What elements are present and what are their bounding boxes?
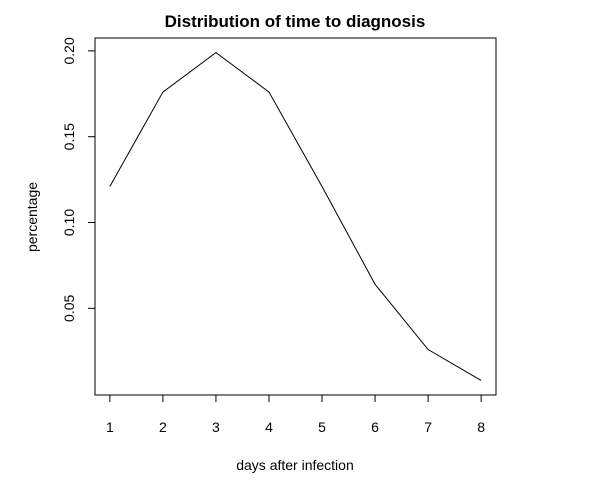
y-axis-label: percentage (24, 182, 40, 252)
x-tick-label: 2 (159, 419, 167, 435)
series-line (109, 51, 482, 381)
y-tick-label: 0.15 (61, 123, 77, 150)
y-tick-label: 0.10 (61, 209, 77, 236)
x-tick-label: 4 (265, 419, 273, 435)
x-tick-label: 3 (212, 419, 220, 435)
x-tick-label: 5 (318, 419, 326, 435)
x-tick-label: 6 (371, 419, 379, 435)
y-tick-label: 0.05 (61, 294, 77, 321)
plot-frame (94, 37, 497, 396)
x-axis-label: days after infection (236, 457, 354, 473)
x-tick-label: 1 (106, 419, 114, 435)
y-tick-label: 0.20 (61, 37, 77, 64)
x-tick-label: 8 (477, 419, 485, 435)
y-axis: 0.05 0.10 0.15 0.20 (61, 37, 96, 322)
series-layer (109, 51, 482, 381)
chart-title: Distribution of time to diagnosis (165, 12, 426, 31)
x-axis: 1 2 3 4 5 6 7 8 (106, 394, 485, 435)
x-tick-label: 7 (424, 419, 432, 435)
